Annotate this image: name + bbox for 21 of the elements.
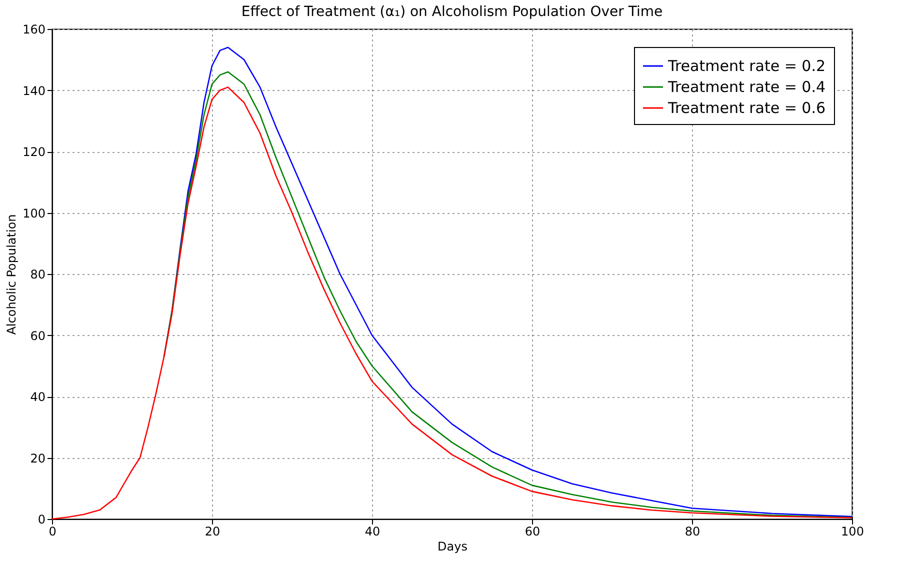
y-tick-label: 60 bbox=[30, 328, 46, 343]
x-tick-label: 20 bbox=[204, 524, 220, 538]
y-tick-label: 80 bbox=[30, 268, 46, 282]
legend-label: Treatment rate = 0.4 bbox=[667, 78, 826, 96]
x-tick-label: 40 bbox=[364, 524, 380, 538]
legend-label: Treatment rate = 0.2 bbox=[667, 57, 826, 75]
y-tick-label: 120 bbox=[22, 145, 46, 159]
y-tick-label: 20 bbox=[30, 451, 46, 466]
x-tick-label: 60 bbox=[524, 524, 540, 538]
y-tick-label: 40 bbox=[30, 390, 46, 404]
y-tick-label: 0 bbox=[38, 512, 46, 526]
x-tick-label: 0 bbox=[48, 524, 56, 538]
y-tick-label: 140 bbox=[22, 84, 46, 98]
x-axis-title: Days bbox=[438, 540, 468, 554]
legend-label: Treatment rate = 0.6 bbox=[667, 99, 826, 117]
y-tick-label: 100 bbox=[22, 206, 46, 220]
y-axis-title: Alcoholic Population bbox=[4, 214, 19, 335]
y-tick-label: 160 bbox=[22, 22, 46, 36]
x-tick-label: 80 bbox=[684, 524, 700, 538]
x-tick-label: 100 bbox=[841, 524, 864, 538]
chart-title: Effect of Treatment (α₁) on Alcoholism Population Over Time bbox=[241, 4, 663, 20]
